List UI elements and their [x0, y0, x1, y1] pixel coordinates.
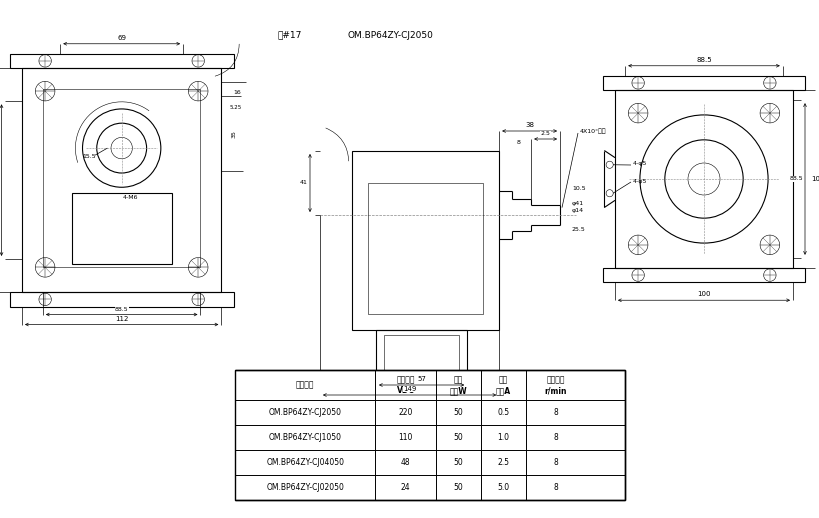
Text: OM.BP64ZY-CJ2050: OM.BP64ZY-CJ2050 — [347, 31, 433, 39]
Text: OM.BP64ZY-CJ04050: OM.BP64ZY-CJ04050 — [266, 458, 344, 467]
Text: 客户型号: 客户型号 — [296, 380, 314, 390]
Text: 88.5: 88.5 — [115, 307, 129, 311]
Bar — [352, 151, 500, 330]
Text: 2.5: 2.5 — [497, 458, 509, 467]
Text: 5.25: 5.25 — [229, 105, 242, 110]
Text: 8: 8 — [554, 458, 559, 467]
Text: 100: 100 — [697, 291, 711, 297]
Text: 48: 48 — [400, 458, 410, 467]
Text: φ41: φ41 — [572, 200, 584, 206]
Bar — [384, 335, 459, 370]
Text: 电流A: 电流A — [495, 386, 511, 395]
Text: 4X10°斜角: 4X10°斜角 — [580, 128, 607, 134]
Circle shape — [688, 163, 720, 195]
Text: 220: 220 — [398, 408, 413, 417]
Text: 88.5: 88.5 — [790, 177, 803, 181]
Text: 额定转速: 额定转速 — [546, 376, 565, 384]
Text: 100: 100 — [812, 176, 819, 182]
Text: φ14: φ14 — [572, 208, 584, 213]
Bar — [10, 292, 233, 307]
Text: 50: 50 — [454, 433, 464, 442]
Text: 50: 50 — [454, 483, 464, 492]
Text: 50: 50 — [454, 458, 464, 467]
Text: 112: 112 — [115, 315, 129, 322]
Text: 8: 8 — [554, 483, 559, 492]
Text: r/min: r/min — [545, 386, 567, 395]
Text: 10.5: 10.5 — [572, 186, 586, 192]
Bar — [368, 183, 483, 314]
Text: 35: 35 — [231, 130, 237, 138]
Bar — [615, 90, 793, 268]
Text: OM.BP64ZY-CJ1050: OM.BP64ZY-CJ1050 — [269, 433, 342, 442]
Bar — [10, 54, 233, 68]
Text: 额定: 额定 — [454, 376, 463, 384]
Text: 图#17: 图#17 — [278, 31, 302, 39]
Text: 8: 8 — [554, 433, 559, 442]
Text: 4-φ5: 4-φ5 — [633, 179, 647, 183]
Text: 额定: 额定 — [499, 376, 508, 384]
Text: 38: 38 — [525, 122, 534, 128]
Bar — [43, 90, 200, 267]
Bar — [376, 330, 467, 375]
Text: 4-M6: 4-M6 — [123, 195, 138, 200]
Text: 69: 69 — [117, 35, 126, 41]
Text: 1.0: 1.0 — [497, 433, 509, 442]
Text: 16: 16 — [233, 91, 241, 95]
Text: 功率W: 功率W — [450, 386, 467, 395]
Text: 0.5: 0.5 — [497, 408, 509, 417]
Text: 2.5: 2.5 — [541, 131, 550, 136]
Text: 25.5: 25.5 — [572, 227, 586, 232]
Text: 57: 57 — [417, 376, 426, 382]
Text: 110: 110 — [398, 433, 413, 442]
Text: 15.5: 15.5 — [83, 154, 97, 160]
Text: 8: 8 — [517, 140, 521, 146]
Text: 4-φ5: 4-φ5 — [633, 162, 647, 166]
Bar — [235, 370, 625, 500]
Bar — [72, 193, 171, 264]
Text: VDC: VDC — [396, 386, 414, 395]
Bar — [603, 76, 805, 90]
Text: 24: 24 — [400, 483, 410, 492]
Text: 8: 8 — [554, 408, 559, 417]
Bar — [22, 68, 221, 292]
Text: 50: 50 — [454, 408, 464, 417]
Text: OM.BP64ZY-CJ2050: OM.BP64ZY-CJ2050 — [269, 408, 342, 417]
Text: 额定电压: 额定电压 — [396, 376, 415, 384]
Text: 149: 149 — [403, 386, 416, 392]
Text: 5.0: 5.0 — [497, 483, 509, 492]
Text: 88.5: 88.5 — [696, 57, 712, 63]
Text: 41: 41 — [300, 180, 308, 185]
Text: OM.BP64ZY-CJ02050: OM.BP64ZY-CJ02050 — [266, 483, 344, 492]
Bar — [603, 268, 805, 282]
